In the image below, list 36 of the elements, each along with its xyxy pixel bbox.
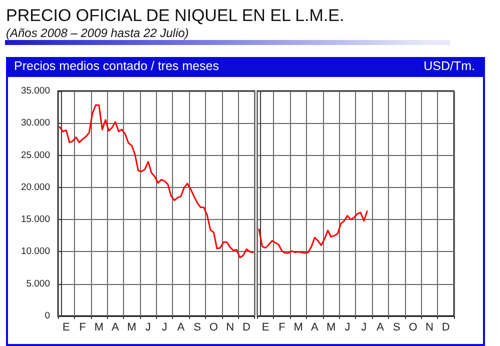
x-tick-label: J xyxy=(145,322,151,334)
x-tick-label: A xyxy=(177,322,186,334)
x-tick-label: F xyxy=(79,322,86,334)
y-axis-title: USD/Tm. xyxy=(424,59,475,73)
x-tick-label: J xyxy=(360,322,366,334)
x-tick-label: D xyxy=(441,322,450,334)
y-tick-label: 0 xyxy=(44,310,50,322)
y-tick-label: 5.000 xyxy=(26,278,50,290)
y-tick-label: 15.000 xyxy=(20,214,50,226)
y-tick-label: 30.000 xyxy=(20,118,50,129)
x-tick-label: M xyxy=(94,322,104,334)
x-tick-label: S xyxy=(392,322,400,334)
x-tick-label: A xyxy=(310,322,319,334)
y-tick-label: 20.000 xyxy=(20,182,50,193)
x-tick-label: A xyxy=(112,322,120,334)
y-tick-label: 10.000 xyxy=(20,246,50,258)
x-tick-label: M xyxy=(326,322,336,334)
x-tick-label: N xyxy=(424,322,433,334)
x-tick-label: S xyxy=(194,322,201,334)
chart-subtitle: (Años 2008 – 2009 hasta 22 Julio) xyxy=(6,26,189,40)
x-tick-label: J xyxy=(344,322,350,334)
x-tick-label: A xyxy=(376,322,384,334)
x-tick-label: M xyxy=(127,322,136,334)
chart-title: PRECIO OFICIAL DE NIQUEL EN EL L.M.E. xyxy=(6,6,344,26)
x-tick-label: F xyxy=(278,322,286,334)
x-tick-label: M xyxy=(293,322,302,334)
y-tick-label: 35.000 xyxy=(20,86,50,96)
x-tick-label: O xyxy=(209,322,218,334)
y-tick-label: 25.000 xyxy=(20,150,50,161)
x-tick-label: O xyxy=(408,322,418,334)
x-tick-label: J xyxy=(162,322,168,334)
x-tick-label: E xyxy=(62,322,70,334)
x-tick-label: D xyxy=(242,322,250,334)
x-tick-label: E xyxy=(261,322,269,334)
x-tick-label: N xyxy=(226,322,234,334)
text: Precios medios contado / tres meses xyxy=(14,59,219,73)
